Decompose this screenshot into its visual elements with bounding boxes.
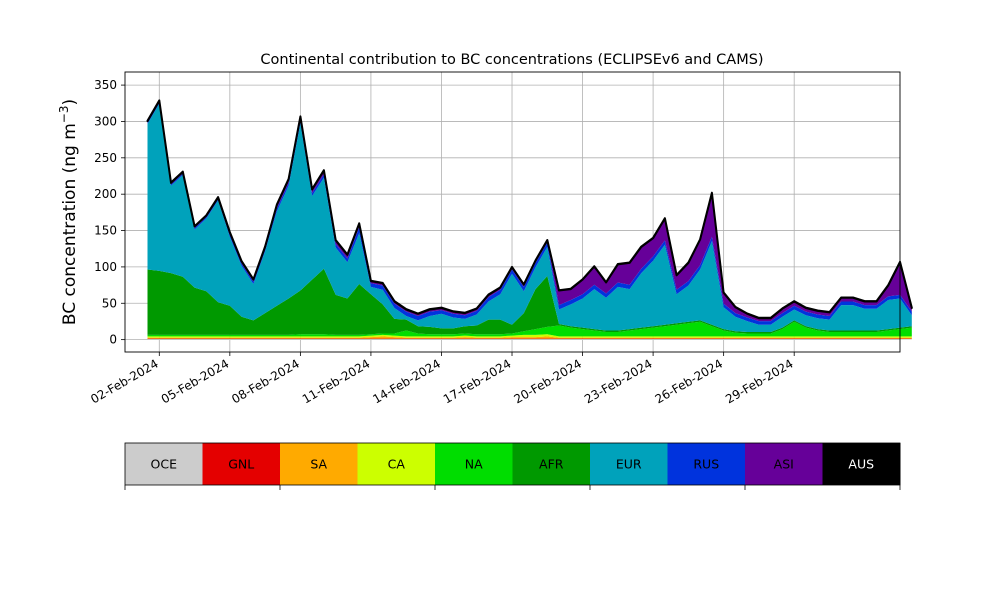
x-tick-label: 05-Feb-2024 [159, 356, 232, 406]
y-tick-label: 250 [94, 151, 117, 165]
y-tick-label: 350 [94, 78, 117, 92]
legend-label-aus: AUS [848, 457, 874, 472]
y-tick-label: 300 [94, 114, 117, 128]
y-tick-label: 50 [102, 296, 117, 310]
area-oce [147, 338, 912, 340]
legend-swatch-eur [590, 443, 668, 485]
y-axis: 0 50 100 150 200 250 300 350 [94, 78, 125, 347]
chart-title: Continental contribution to BC concentra… [260, 52, 763, 68]
legend-label-na: NA [465, 457, 483, 472]
legend-swatch-rus [667, 443, 746, 485]
area-afr [147, 268, 912, 335]
area-na [147, 321, 912, 337]
x-axis: 02-Feb-202405-Feb-202408-Feb-202411-Feb-… [88, 352, 796, 406]
y-tick-label: 0 [109, 333, 117, 347]
legend-swatch-oce [125, 443, 203, 485]
y-tick-label: 200 [94, 187, 117, 201]
x-tick-label: 08-Feb-2024 [229, 356, 302, 406]
legend-label-oce: OCE [151, 457, 178, 472]
x-tick-label: 29-Feb-2024 [723, 356, 796, 406]
legend-label-gnl: GNL [228, 457, 254, 472]
legend-label-afr: AFR [539, 457, 564, 472]
x-tick-label: 26-Feb-2024 [653, 356, 726, 406]
area-eur [147, 103, 912, 332]
area-aus [146, 99, 913, 320]
stacked-areas [146, 99, 913, 340]
y-axis-label: BC concentration (ng m−3) [57, 99, 80, 325]
x-tick-label: 14-Feb-2024 [370, 356, 443, 406]
legend-swatch-ca [357, 443, 436, 485]
plot-frame [124, 71, 901, 353]
legend-swatch-na [435, 443, 513, 485]
legend-label-ca: CA [388, 457, 406, 472]
area-ca [147, 334, 912, 338]
legend-swatch-asi [745, 443, 823, 485]
legend-swatch-afr [512, 443, 591, 485]
x-tick-label: 02-Feb-2024 [88, 356, 161, 406]
y-tick-label: 150 [94, 224, 117, 238]
x-tick-label: 23-Feb-2024 [582, 356, 655, 406]
legend-colorbar: OCE GNL SA CA NA AFR EUR RUS ASI AUS [124, 442, 901, 490]
legend-label-rus: RUS [693, 457, 719, 472]
legend-swatch-sa [280, 443, 358, 485]
y-axis-label-exponent: −3 [57, 105, 71, 123]
x-tick-label: 20-Feb-2024 [511, 356, 584, 406]
y-tick-label: 100 [94, 260, 117, 274]
legend-swatch-aus [822, 443, 901, 485]
legend-label-asi: ASI [774, 457, 794, 472]
legend-swatch-gnl [202, 443, 281, 485]
legend-label-sa: SA [310, 457, 327, 472]
area-sa [147, 336, 912, 339]
legend-label-eur: EUR [616, 457, 642, 472]
x-tick-label: 17-Feb-2024 [441, 356, 514, 406]
y-axis-label-text: BC concentration (ng m [60, 123, 80, 325]
plot-border [124, 71, 901, 353]
x-tick-label: 11-Feb-2024 [300, 356, 373, 406]
legend-border [124, 442, 901, 486]
y-axis-label-close: ) [60, 99, 80, 106]
